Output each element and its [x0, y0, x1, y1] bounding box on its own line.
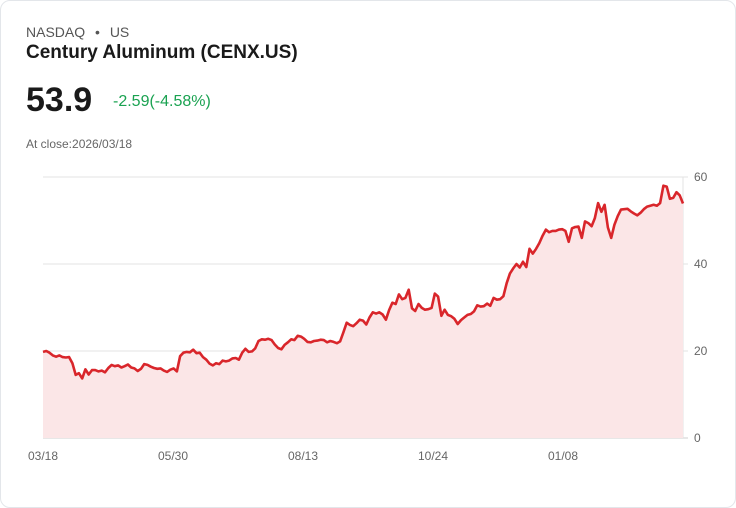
exchange-line: NASDAQ • US: [26, 24, 129, 40]
x-tick-label: 08/13: [288, 449, 318, 463]
region-label: US: [109, 24, 130, 40]
separator-dot: •: [95, 24, 100, 40]
price-line: [42, 184, 685, 380]
x-tick-label: 03/18: [28, 449, 58, 463]
y-tick-label: 60: [694, 170, 708, 184]
at-close-date: At close:2026/03/18: [26, 137, 133, 151]
exchange-label: NASDAQ: [26, 24, 86, 40]
x-tick-label: 01/08: [548, 449, 578, 463]
stock-title: Century Aluminum (CENX.US): [26, 42, 298, 63]
y-tick-label: 20: [694, 344, 708, 358]
x-tick-label: 05/30: [158, 449, 188, 463]
price-change: -2.59(-4.58%): [113, 93, 211, 110]
y-tick-label: 40: [694, 257, 708, 271]
y-tick-label: 0: [694, 431, 701, 445]
x-tick-label: 10/24: [418, 449, 448, 463]
area-fill: [43, 185, 683, 438]
current-price: 53.9: [26, 81, 93, 119]
